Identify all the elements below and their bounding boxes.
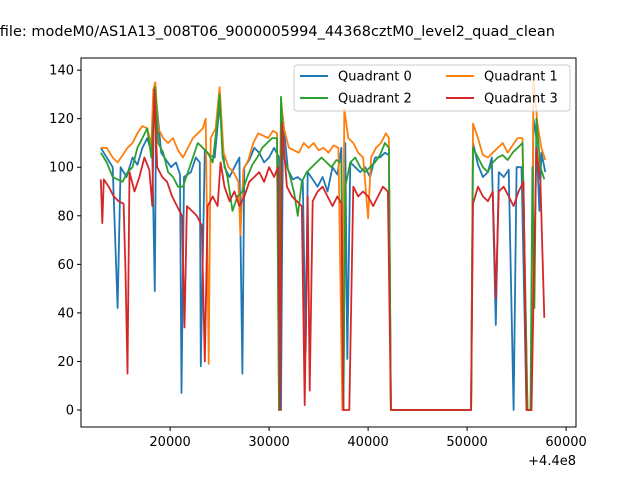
series-line-quadrant-1 (100, 76, 547, 411)
series-line-quadrant-2 (100, 86, 546, 411)
x-tick-label: 30000 (248, 435, 289, 450)
x-tick-label: 50000 (446, 435, 487, 450)
y-tick-label: 80 (57, 209, 74, 224)
x-axis: 20000 30000 40000 50000 60000 (149, 427, 587, 450)
y-tick-label: 20 (57, 355, 74, 370)
y-tick-label: 0 (66, 404, 74, 419)
series-layer (99, 76, 547, 411)
legend-label-quadrant-3: Quadrant 3 (484, 92, 558, 107)
legend-label-quadrant-1: Quadrant 1 (484, 70, 558, 85)
y-tick-label: 40 (57, 306, 74, 321)
legend: Quadrant 0 Quadrant 1 Quadrant 2 Quadrant 3 (293, 64, 571, 112)
y-tick-label: 60 (57, 258, 74, 273)
series-line-quadrant-0 (100, 98, 547, 411)
legend-label-quadrant-2: Quadrant 2 (338, 92, 412, 107)
series-line-quadrant-3 (99, 88, 546, 411)
x-tick-label: 40000 (347, 435, 388, 450)
legend-label-quadrant-0: Quadrant 0 (338, 70, 412, 85)
y-tick-label: 140 (49, 64, 74, 79)
axes-frame (80, 57, 577, 428)
x-tick-label: 60000 (545, 435, 586, 450)
chart-title: n file: modeM0/AS1A13_008T06_9000005994_… (0, 24, 555, 40)
x-tick-label: 20000 (149, 435, 190, 450)
x-offset-label: +4.4e8 (528, 454, 576, 469)
y-axis: 0 20 40 60 80 100 120 140 (49, 64, 81, 419)
legend-entries: Quadrant 0 Quadrant 1 Quadrant 2 Quadrant 3 (300, 70, 558, 107)
y-tick-label: 120 (49, 112, 74, 127)
legend-box (293, 64, 571, 112)
y-tick-label: 100 (49, 161, 74, 176)
plot-area (80, 57, 577, 428)
